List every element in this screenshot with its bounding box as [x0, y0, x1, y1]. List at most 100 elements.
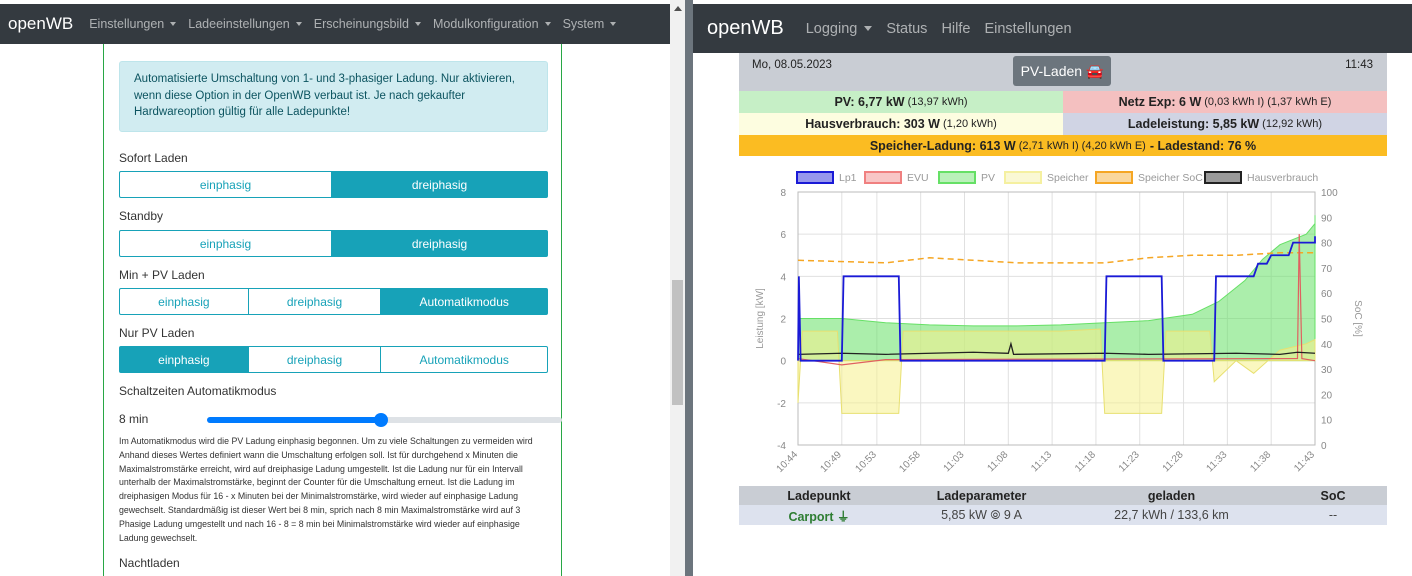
nav-logging[interactable]: Logging [806, 21, 873, 37]
nav-einstellungen[interactable]: Einstellungen [89, 17, 177, 31]
td-soc: -- [1328, 508, 1338, 522]
nav-label: Logging [805, 20, 858, 37]
date-row: Mo, 08.05.2023 PV-Laden 🚘 11:43 [739, 53, 1387, 91]
x-tick-label: 11:18 [1073, 449, 1098, 474]
legend-swatch [864, 171, 902, 184]
legend-label: EVU [907, 172, 929, 184]
x-tick-label: 10:58 [897, 449, 923, 475]
x-tick-label: 11:33 [1205, 449, 1230, 474]
x-tick-label: 11:08 [985, 449, 1010, 474]
option-dreiphasig[interactable]: dreiphasig [331, 171, 548, 198]
nav-status[interactable]: Status [886, 20, 928, 37]
legend-label: Hausverbrauch [1247, 172, 1318, 184]
haus-value: Hausverbrauch: 303 W [805, 117, 940, 131]
y2-tick-label: 0 [1321, 441, 1327, 452]
y2-tick-label: 80 [1321, 239, 1333, 250]
speicher-sub: (2,71 kWh I) (4,20 kWh E) [1018, 139, 1146, 152]
option-einphasig[interactable]: einphasig [119, 346, 249, 373]
nav-label: Erscheinungsbild [313, 17, 409, 31]
legend-swatch [1004, 171, 1042, 184]
brand-logo[interactable]: openWB [707, 17, 784, 39]
btngroup-minpv: einphasig dreiphasig Automatikmodus [119, 288, 548, 315]
slider-track[interactable] [207, 413, 562, 427]
legend-label: PV [981, 172, 995, 184]
td-ladepunkt[interactable]: Carport ⏚ [788, 509, 850, 524]
slider-thumb[interactable] [373, 413, 388, 427]
nav-hilfe[interactable]: Hilfe [941, 20, 971, 37]
x-tick-label: 11:28 [1161, 449, 1186, 474]
y2-tick-label: 30 [1321, 365, 1333, 376]
y-tick-label: 6 [780, 230, 786, 241]
y2-tick-label: 100 [1321, 188, 1338, 199]
speicher-value: Speicher-Ladung: 613 W [869, 138, 1016, 153]
pv-sub: (13,97 kWh) [907, 96, 968, 108]
y-axis-title: Leistung [kW] [755, 288, 766, 349]
option-einphasig[interactable]: einphasig [119, 288, 249, 315]
pv-cell: PV: 6,77 kW (13,97 kWh) [739, 91, 1063, 113]
legend-swatch [1095, 171, 1133, 184]
pv-value: PV: 6,77 kW [834, 95, 905, 109]
nav-modulkonfiguration[interactable]: Modulkonfiguration [433, 17, 551, 31]
caret-down-icon [610, 22, 617, 26]
evu-line [797, 234, 1316, 366]
th-soc: SoC [1320, 488, 1346, 503]
haus-cell: Hausverbrauch: 303 W (1,20 kWh) [739, 113, 1063, 135]
legend-label: Lp1 [839, 172, 857, 184]
pv-laden-button[interactable]: PV-Laden 🚘 [1013, 56, 1111, 86]
ladepunkt-table-header: Ladepunkt Ladeparameter geladen SoC [739, 486, 1387, 505]
y-tick-label: 2 [780, 315, 786, 326]
option-automatikmodus[interactable]: Automatikmodus [380, 288, 548, 315]
nav-label: Ladeeinstellungen [188, 17, 290, 31]
scroll-up-icon[interactable] [674, 6, 682, 11]
group-label-minpv: Min + PV Laden [119, 268, 205, 282]
nav-system[interactable]: System [563, 17, 617, 31]
option-dreiphasig[interactable]: dreiphasig [247, 346, 382, 373]
automatik-description: Im Automatikmodus wird die PV Ladung ein… [119, 436, 533, 543]
legend-swatch [1204, 171, 1242, 184]
y2-tick-label: 90 [1321, 213, 1333, 224]
y2-axis-title: SoC [%] [1352, 300, 1363, 337]
y2-tick-label: 50 [1321, 315, 1333, 326]
btngroup-standby: einphasig dreiphasig [119, 230, 548, 257]
option-einphasig[interactable]: einphasig [119, 171, 332, 198]
option-dreiphasig[interactable]: dreiphasig [331, 230, 548, 257]
schaltzeiten-slider-row: 8 min [119, 409, 562, 429]
group-label-sofort: Sofort Laden [119, 151, 188, 165]
nav-erscheinungsbild[interactable]: Erscheinungsbild [314, 17, 421, 31]
option-dreiphasig[interactable]: dreiphasig [247, 288, 382, 315]
speicher-ladestand: - Ladestand: 76 % [1149, 138, 1257, 153]
y2-tick-label: 70 [1321, 264, 1333, 275]
option-einphasig[interactable]: einphasig [119, 230, 332, 257]
th-geladen: geladen [1147, 488, 1196, 503]
x-tick-label: 11:23 [1117, 449, 1142, 474]
nav-label: System [562, 17, 605, 31]
td-ladeparameter: 5,85 kW ⦾ 9 A [941, 507, 1022, 522]
nav-ladeeinstellungen[interactable]: Ladeeinstellungen [188, 17, 302, 31]
caret-down-icon [544, 22, 551, 26]
caret-down-icon [170, 22, 177, 26]
y2-tick-label: 40 [1321, 340, 1333, 351]
caret-down-icon [864, 26, 873, 31]
group-label-nurpv: Nur PV Laden [119, 326, 195, 340]
nav-label: Modulkonfiguration [432, 17, 539, 31]
nav-einstellungen[interactable]: Einstellungen [984, 20, 1072, 37]
soc-line [797, 251, 1315, 264]
left-scrollbar[interactable] [670, 0, 685, 576]
time-text: 11:43 [1345, 59, 1373, 71]
top-strip [0, 0, 670, 4]
netz-value: Netz Exp: 6 W [1118, 95, 1202, 109]
y-tick-label: 0 [780, 357, 786, 368]
left-navbar: openWB Einstellungen Ladeeinstellungen E… [0, 4, 670, 44]
caret-down-icon [295, 22, 302, 26]
slider-fill [207, 417, 381, 423]
option-automatikmodus[interactable]: Automatikmodus [380, 346, 548, 373]
brand-logo[interactable]: openWB [8, 14, 74, 33]
nav-label: Einstellungen [89, 17, 165, 31]
background-window-edge [685, 0, 693, 576]
slider-value: 8 min [119, 412, 149, 426]
legend-label: Speicher [1047, 172, 1089, 184]
x-tick-label: 11:03 [942, 449, 967, 474]
scroll-thumb[interactable] [672, 280, 683, 405]
lp1-line [797, 236, 1316, 362]
